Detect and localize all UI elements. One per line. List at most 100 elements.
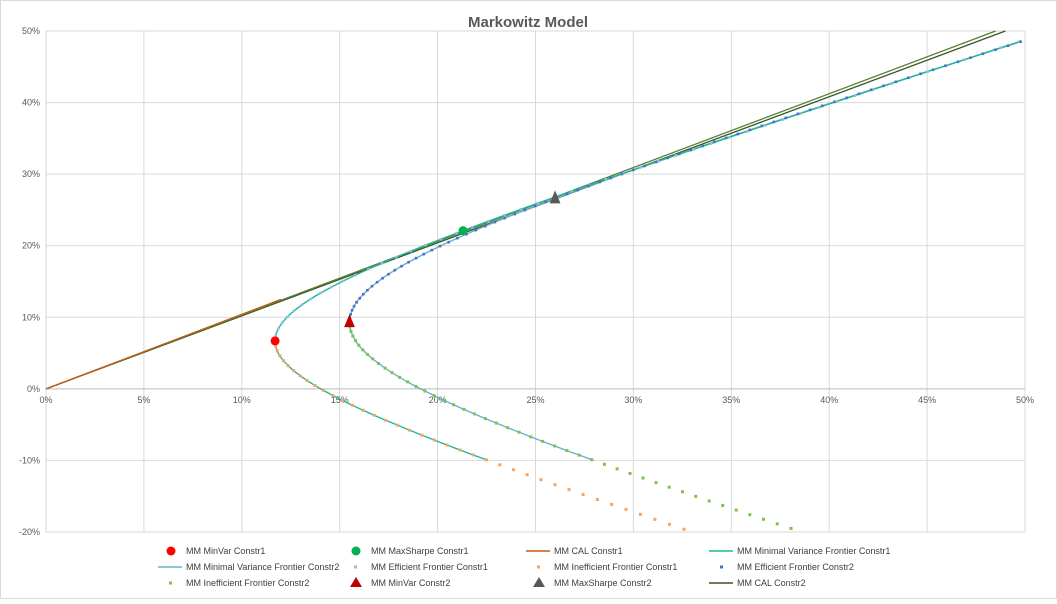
efficient-frontier-constr2-point xyxy=(701,144,704,148)
y-tick-label: 40% xyxy=(22,98,40,108)
x-tick-label: 35% xyxy=(722,395,740,405)
efficient-frontier-constr1-point xyxy=(999,46,1003,50)
x-ticks: 0% 5% 10% 15% 20% 25% 30% 35% 40% 45% 50% xyxy=(39,395,1034,405)
chart-title: Markowitz Model xyxy=(468,14,588,31)
efficient-frontier-constr1-point xyxy=(871,88,875,91)
inefficient-frontier-constr2-point xyxy=(628,471,632,475)
efficient-frontier-constr2-point xyxy=(931,68,935,72)
efficient-frontier-constr1-point xyxy=(926,70,929,73)
efficient-frontier-constr2-point xyxy=(772,120,776,124)
minvar-constr2-marker xyxy=(344,314,355,328)
inefficient-frontier-constr1-point xyxy=(305,379,309,383)
grid xyxy=(45,30,1026,533)
efficient-frontier-constr1-point xyxy=(570,190,573,193)
inefficient-frontier-constr2-point xyxy=(506,426,510,430)
efficient-frontier-constr2-point xyxy=(456,236,459,240)
legend-swatch xyxy=(350,577,362,587)
efficient-frontier-constr2-point xyxy=(565,192,569,196)
efficient-frontier-constr1-point xyxy=(309,297,312,301)
legend-label: MM Inefficient Frontier Constr1 xyxy=(554,562,677,572)
efficient-frontier-constr2-point xyxy=(483,224,487,228)
inefficient-frontier-constr2-point xyxy=(423,389,427,393)
inefficient-frontier-constr2-point xyxy=(553,444,557,448)
efficient-frontier-constr1-point xyxy=(519,207,523,211)
efficient-frontier-constr1-point xyxy=(470,225,474,229)
efficient-frontier-constr2-point xyxy=(465,232,468,236)
efficient-frontier-constr1-point xyxy=(274,333,278,337)
efficient-frontier-constr2-point xyxy=(643,164,646,168)
x-tick-label: 40% xyxy=(820,395,838,405)
efficient-frontier-constr1-point xyxy=(962,58,966,61)
efficient-frontier-constr2-point xyxy=(919,72,922,76)
inefficient-frontier-constr1-point xyxy=(407,428,411,432)
inefficient-frontier-constr2-point xyxy=(680,490,684,494)
x-tick-label: 0% xyxy=(39,395,52,405)
inefficient-frontier-constr1-point xyxy=(372,413,376,417)
efficient-frontier-constr2-point xyxy=(370,284,374,288)
x-tick-label: 45% xyxy=(918,395,936,405)
efficient-frontier-constr1-point xyxy=(853,94,857,97)
efficient-frontier-constr2-point xyxy=(350,308,354,312)
efficient-frontier-constr1-point xyxy=(455,231,458,235)
efficient-frontier-constr1-point xyxy=(817,106,820,109)
inefficient-frontier-constr1-point xyxy=(432,438,436,442)
efficient-frontier-constr2-point xyxy=(352,304,356,308)
inefficient-frontier-constr2-point xyxy=(371,357,375,361)
efficient-frontier-constr1-point xyxy=(285,315,289,319)
efficient-frontier-constr1-point xyxy=(439,237,443,241)
inefficient-frontier-constr1-point xyxy=(292,369,296,373)
inefficient-frontier-constr1-point xyxy=(567,488,571,492)
efficient-frontier-constr2-point xyxy=(387,272,390,276)
maxsharpe-constr1-marker xyxy=(458,226,468,236)
efficient-frontier-constr1-point xyxy=(639,166,642,169)
inefficient-frontier-constr2-point xyxy=(577,453,581,457)
inefficient-frontier-constr2-point xyxy=(357,343,361,347)
efficient-frontier-constr2-point xyxy=(438,244,442,248)
efficient-frontier-constr1-point xyxy=(763,124,766,127)
inefficient-frontier-constr2-point xyxy=(707,499,711,503)
efficient-frontier-constr2-point xyxy=(969,56,972,60)
efficient-frontier-constr1-point xyxy=(1017,40,1021,44)
inefficient-frontier-constr2-point xyxy=(494,421,498,425)
legend-label: MM CAL Constr1 xyxy=(554,546,623,556)
efficient-frontier-constr1-point xyxy=(424,243,427,247)
efficient-frontier-constr2-point xyxy=(576,188,580,192)
inefficient-frontier-constr1-point xyxy=(553,483,557,487)
inefficient-frontier-constr2-point xyxy=(406,380,410,384)
x-tick-label: 50% xyxy=(1016,395,1034,405)
legend-label: MM Inefficient Frontier Constr2 xyxy=(186,578,309,588)
inefficient-frontier-constr1-point xyxy=(610,502,614,506)
inefficient-frontier-constr2-point xyxy=(452,403,456,407)
inefficient-frontier-constr1-point xyxy=(595,498,599,502)
inefficient-frontier-constr2-point xyxy=(361,348,365,352)
inefficient-frontier-constr1-point xyxy=(351,403,355,407)
efficient-frontier-constr2-point xyxy=(845,96,848,100)
x-tick-label: 10% xyxy=(233,395,251,405)
efficient-frontier-constr2-point xyxy=(748,128,752,132)
efficient-frontier-constr2-point xyxy=(349,312,352,316)
inefficient-frontier-constr1-point xyxy=(313,384,317,388)
efficient-frontier-constr1-point xyxy=(280,321,284,325)
legend-swatch xyxy=(537,565,540,569)
inefficient-frontier-constr1-point xyxy=(653,517,657,521)
inefficient-frontier-constr1-point xyxy=(667,522,671,526)
inefficient-frontier-constr2-point xyxy=(641,476,645,480)
efficient-frontier-constr1-point xyxy=(799,112,802,115)
legend-swatch xyxy=(169,581,172,585)
inefficient-frontier-constr2-point xyxy=(349,329,353,333)
efficient-frontier-constr2-point xyxy=(609,176,613,180)
inefficient-frontier-constr2-point xyxy=(721,504,725,508)
inefficient-frontier-constr2-point xyxy=(694,494,698,498)
efficient-frontier-constr2-point xyxy=(654,160,658,164)
legend-label: MM MaxSharpe Constr1 xyxy=(371,546,469,556)
inefficient-frontier-constr2-point xyxy=(762,517,766,521)
efficient-frontier-constr2-point xyxy=(422,252,426,256)
efficient-frontier-constr1-point xyxy=(367,267,370,271)
efficient-frontier-constr2-point xyxy=(882,84,885,88)
legend-label: MM Minimal Variance Frontier Constr1 xyxy=(737,546,890,556)
inefficient-frontier-constr2-point xyxy=(590,458,594,462)
efficient-frontier-constr1-point xyxy=(276,327,280,331)
efficient-frontier-constr2-point xyxy=(1019,40,1022,44)
y-ticks: -20% -10% 0% 10% 20% 30% 40% 50% xyxy=(19,26,40,537)
